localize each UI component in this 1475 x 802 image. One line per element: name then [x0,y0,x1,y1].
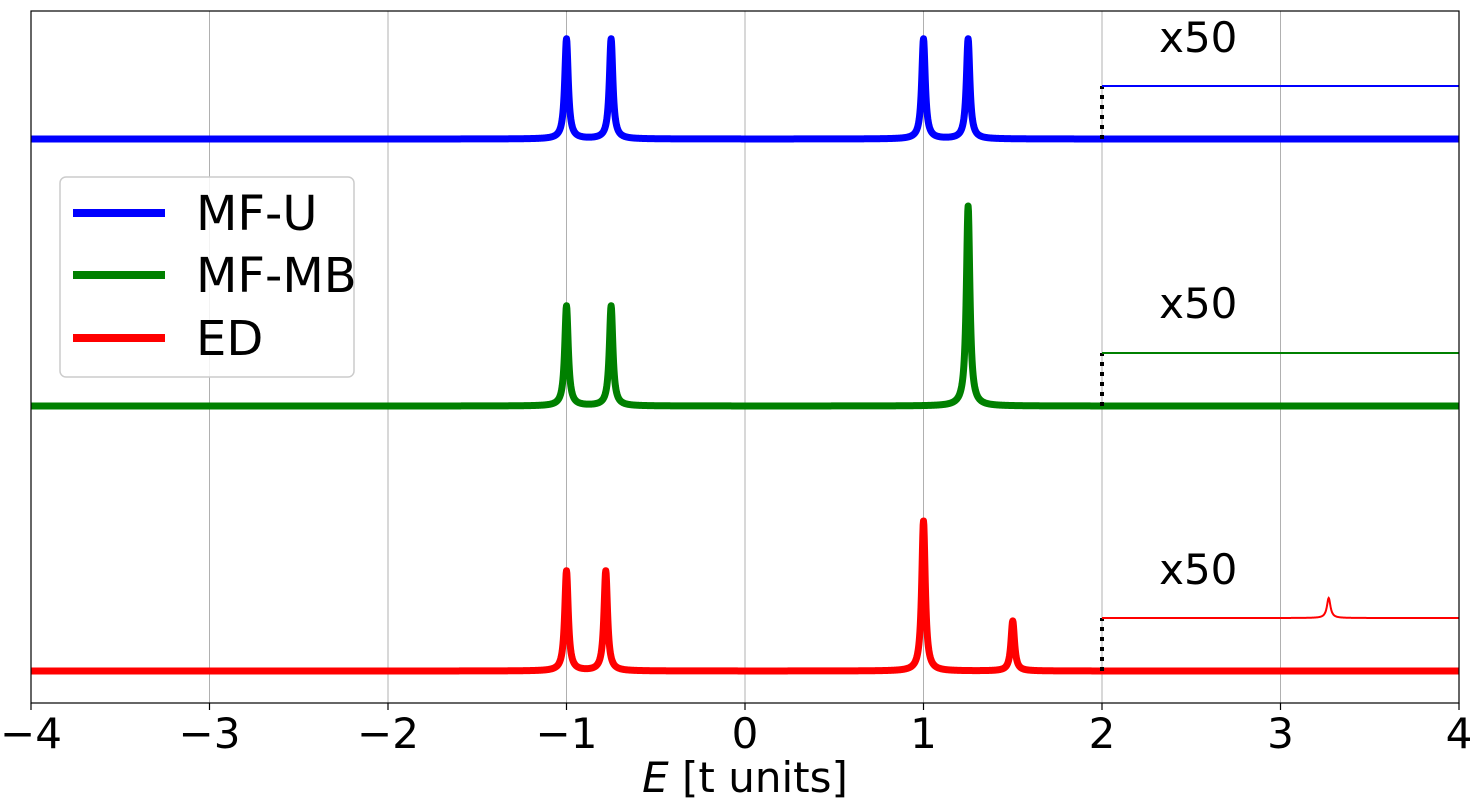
x-tick-label: 4 [1446,709,1473,758]
annotation-layer: x50 x50 x50 [1159,13,1237,594]
x-axis-label: E [t units] [642,753,848,802]
x-axis-ticks: −4 −3 −2 −1 0 1 2 3 4 [0,703,1472,758]
magnification-label: x50 [1159,545,1237,594]
x-tick-label: −2 [357,709,419,758]
legend: MF-U MF-MB ED [59,176,357,378]
series-line-ed [27,517,1463,675]
x-tick-label: 1 [910,709,937,758]
legend-frame [59,176,355,378]
series-line-mf-mb [27,202,1463,410]
x-tick-label: −1 [536,709,598,758]
legend-label-ed: ED [196,311,263,367]
x-tick-label: −4 [0,709,62,758]
magnification-label: x50 [1159,13,1237,62]
x-tick-label: −3 [179,709,241,758]
grid-layer [209,11,1281,703]
legend-label-mf-mb: MF-MB [196,248,357,304]
x-tick-label: 3 [1267,709,1294,758]
x-axis-label-units: [t units] [669,753,848,802]
magnification-label: x50 [1159,279,1237,328]
series-line-mf-u [27,35,1463,143]
magnified-line-ed [1102,596,1459,619]
series-layer [27,35,1463,675]
legend-label-mf-u: MF-U [196,186,317,242]
x-tick-label: 0 [732,709,759,758]
x-axis-label-symbol: E [642,753,669,802]
x-tick-label: 2 [1089,709,1116,758]
